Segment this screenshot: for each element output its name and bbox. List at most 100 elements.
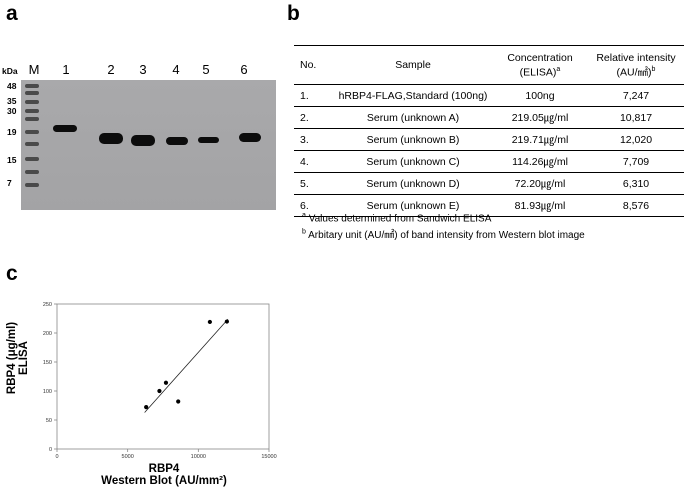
protein-band-lane-2 bbox=[99, 133, 123, 144]
header-concentration-line1: Concentration bbox=[507, 51, 573, 64]
lane-label-2: 2 bbox=[107, 62, 115, 77]
plot-frame bbox=[56, 303, 270, 450]
x-tick-label: 10000 bbox=[191, 454, 206, 460]
protein-band-lane-5 bbox=[198, 137, 219, 143]
row-intensity: 6,310 bbox=[588, 172, 684, 195]
ladder-band bbox=[25, 100, 39, 104]
row-intensity: 8,576 bbox=[588, 194, 684, 217]
table-row: 2. Serum (unknown A) 219.05㎍/ml 10,817 bbox=[294, 106, 684, 129]
results-table: No. Sample Concentration (ELISA)a Relati… bbox=[294, 45, 684, 217]
ladder-band bbox=[25, 84, 39, 88]
row-no: 6. bbox=[294, 194, 334, 217]
row-no: 2. bbox=[294, 106, 334, 129]
panel-b-letter: b bbox=[287, 2, 300, 25]
table-row: 3. Serum (unknown B) 219.71㎍/ml 12,020 bbox=[294, 128, 684, 151]
data-point bbox=[207, 319, 212, 325]
x-tick-label: 5000 bbox=[122, 454, 134, 460]
ladder-band bbox=[25, 170, 39, 174]
marker-label-7: 7 bbox=[7, 178, 12, 188]
ladder-band bbox=[25, 157, 39, 161]
row-concentration: 114.26㎍/ml bbox=[492, 150, 588, 173]
row-sample: Serum (unknown B) bbox=[334, 128, 492, 151]
header-intensity-line1: Relative intensity bbox=[596, 51, 676, 64]
table-row: 5. Serum (unknown D) 72.20㎍/ml 6,310 bbox=[294, 172, 684, 195]
marker-label-30: 30 bbox=[7, 106, 17, 116]
table-header-row: No. Sample Concentration (ELISA)a Relati… bbox=[294, 45, 684, 85]
row-no: 4. bbox=[294, 150, 334, 173]
header-sample: Sample bbox=[334, 45, 492, 85]
x-axis-title: RBP4 Western Blot (AU/mm²) bbox=[64, 463, 264, 487]
row-intensity: 7,247 bbox=[588, 84, 684, 107]
ladder-band bbox=[25, 91, 39, 95]
row-sample: Serum (unknown E) bbox=[334, 194, 492, 217]
footnote-a: a Values determined from Sandwich ELISA bbox=[302, 212, 491, 224]
panel-c-letter: c bbox=[6, 262, 18, 285]
western-blot-image bbox=[21, 80, 276, 210]
row-sample: Serum (unknown D) bbox=[334, 172, 492, 195]
row-intensity: 12,020 bbox=[588, 128, 684, 151]
x-tick-label: 15000 bbox=[261, 454, 276, 460]
data-point bbox=[157, 388, 162, 394]
footnote-a-sup: a bbox=[302, 212, 306, 219]
header-concentration: Concentration (ELISA)a bbox=[492, 45, 588, 85]
data-point bbox=[224, 319, 229, 324]
marker-label-35: 35 bbox=[7, 96, 17, 106]
ladder-band bbox=[25, 109, 39, 113]
row-no: 3. bbox=[294, 128, 334, 151]
header-no: No. bbox=[294, 45, 334, 85]
trend-line bbox=[144, 318, 229, 413]
table-row: 1. hRBP4-FLAG,Standard (100ng) 100ng 7,2… bbox=[294, 84, 684, 107]
x-tick-label: 0 bbox=[55, 454, 58, 460]
ladder-band bbox=[25, 142, 39, 146]
lane-label-3: 3 bbox=[139, 62, 147, 77]
protein-band-lane-3 bbox=[131, 135, 155, 146]
kda-label: kDa bbox=[2, 66, 18, 76]
panel-a-letter: a bbox=[6, 2, 18, 25]
header-concentration-sup: a bbox=[556, 65, 561, 73]
header-intensity: Relative intensity (AU/㎟)b bbox=[588, 45, 684, 85]
row-intensity: 7,709 bbox=[588, 150, 684, 173]
table-row: 4. Serum (unknown C) 114.26㎍/ml 7,709 bbox=[294, 150, 684, 173]
y-tick-label: 150 bbox=[43, 360, 52, 366]
footnote-b: b Arbitary unit (AU/㎟) of band intensity… bbox=[302, 226, 585, 241]
y-tick-label: 200 bbox=[43, 331, 52, 337]
row-concentration: 219.71㎍/ml bbox=[492, 128, 588, 151]
row-intensity: 10,817 bbox=[588, 106, 684, 129]
x-axis-title-line1: RBP4 bbox=[148, 463, 180, 475]
lane-label-5: 5 bbox=[202, 62, 210, 77]
data-point bbox=[176, 399, 181, 404]
header-intensity-line2: (AU/㎟) bbox=[616, 66, 652, 79]
ladder-band bbox=[25, 183, 39, 187]
marker-label-19: 19 bbox=[7, 127, 17, 137]
footnote-b-sup: b bbox=[302, 228, 306, 236]
footnote-b-text: Arbitary unit (AU/㎟) of band intensity f… bbox=[308, 230, 585, 241]
row-sample: Serum (unknown C) bbox=[334, 150, 492, 173]
ladder-band bbox=[25, 117, 39, 121]
x-axis-title-line2: Western Blot (AU/mm²) bbox=[101, 475, 227, 487]
header-concentration-line2: (ELISA) bbox=[519, 66, 557, 79]
y-tick-label: 0 bbox=[49, 447, 52, 453]
footnote-a-text: Values determined from Sandwich ELISA bbox=[308, 213, 492, 225]
y-tick-label: 100 bbox=[43, 389, 52, 395]
lane-label-m: M bbox=[28, 62, 40, 77]
row-concentration: 219.05㎍/ml bbox=[492, 106, 588, 129]
marker-label-15: 15 bbox=[7, 155, 17, 165]
scatter-chart: 0 50 100 150 200 250 0 5000 10000 15000 bbox=[43, 302, 277, 460]
lane-label-4: 4 bbox=[172, 62, 180, 77]
row-no: 5. bbox=[294, 172, 334, 195]
protein-band-lane-1 bbox=[53, 125, 77, 132]
ladder-band bbox=[25, 130, 39, 134]
row-concentration: 81.93㎍/ml bbox=[492, 194, 588, 217]
lane-label-6: 6 bbox=[240, 62, 248, 77]
marker-label-48: 48 bbox=[7, 81, 17, 91]
data-point bbox=[163, 380, 169, 385]
header-intensity-sup: b bbox=[651, 65, 656, 73]
row-sample: hRBP4-FLAG,Standard (100ng) bbox=[334, 84, 492, 107]
protein-band-lane-4 bbox=[166, 137, 188, 145]
row-concentration: 100ng bbox=[492, 84, 588, 107]
row-sample: Serum (unknown A) bbox=[334, 106, 492, 129]
protein-band-lane-6 bbox=[239, 133, 261, 142]
row-concentration: 72.20㎍/ml bbox=[492, 172, 588, 195]
lane-label-1: 1 bbox=[62, 62, 70, 77]
data-point bbox=[144, 405, 149, 410]
